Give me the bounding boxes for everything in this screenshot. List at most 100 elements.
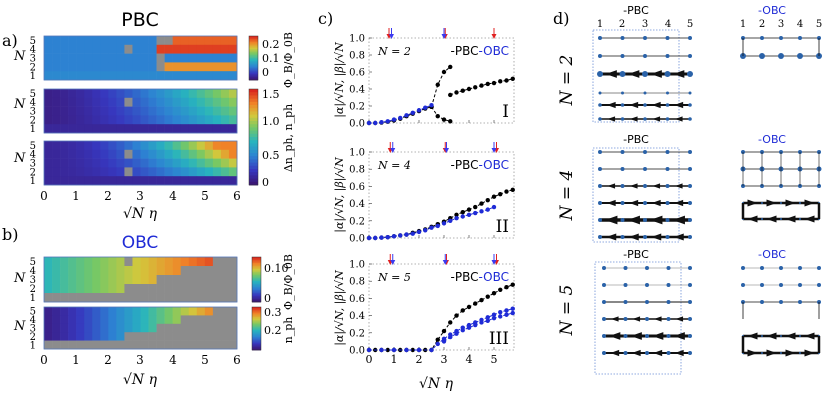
heatmap-b1-ytick: 1 (30, 293, 36, 304)
heatmap-a1-ytick: 1 (30, 71, 36, 82)
panel-a-colorbars (248, 35, 259, 186)
heat-cell (228, 62, 238, 72)
heat-cell (188, 106, 198, 116)
lattice-node (665, 54, 670, 58)
c-n-label: N = 5 (377, 271, 411, 284)
lattice-node (602, 351, 606, 355)
heat-cell (180, 44, 190, 54)
heat-cell (140, 340, 149, 350)
cb-b2-seg (252, 342, 261, 345)
heat-cell (196, 176, 206, 186)
heat-cell (52, 115, 61, 125)
lattice-arrow (804, 215, 815, 223)
heat-cell (180, 124, 190, 134)
lattice-node (760, 283, 764, 287)
cb-b1-seg (252, 294, 261, 297)
heat-cell (204, 36, 214, 46)
heat-cell (204, 176, 214, 186)
heat-cell (172, 149, 182, 159)
lattice-node (643, 54, 647, 58)
heat-cell (204, 293, 214, 303)
heat-cell (52, 106, 61, 116)
heat-cell (124, 115, 133, 125)
heat-cell (220, 71, 230, 81)
heat-cell (44, 167, 53, 177)
heat-cell (116, 293, 125, 303)
c-data-point (404, 232, 409, 237)
cb-a1-seg (249, 43, 258, 46)
heat-cell (52, 97, 61, 107)
heat-cell (92, 340, 101, 350)
lattice-node (643, 201, 647, 205)
heat-cell (44, 124, 53, 134)
heat-cell (188, 97, 198, 107)
c-n-label: N = 2 (377, 45, 411, 58)
heat-cell (124, 62, 133, 72)
c-data-point (491, 315, 497, 321)
cb-a1-seg (249, 37, 258, 40)
c-data-point (460, 214, 465, 219)
lattice-node (665, 184, 670, 188)
heat-cell (212, 106, 222, 116)
heat-cell (180, 257, 190, 267)
cb-b2-seg (252, 345, 261, 348)
cb-a1-seg (249, 41, 258, 44)
c-ytick-label: 1.0 (349, 148, 365, 159)
heat-cell (172, 275, 182, 285)
heat-cell (44, 141, 53, 151)
heat-cell (60, 275, 69, 285)
lattice-arrow (606, 101, 616, 109)
panel-a-heatmaps (43, 35, 238, 186)
heat-cell (204, 97, 214, 107)
d-n-label-5: N = 5 (557, 285, 577, 337)
heat-cell (108, 266, 117, 276)
heat-cell (116, 315, 125, 325)
heat-cell (172, 307, 182, 316)
heat-cell (140, 106, 149, 116)
c-data-point (460, 308, 465, 313)
c-data-point (441, 328, 447, 334)
heat-cell (108, 115, 117, 125)
heat-cell (188, 124, 198, 134)
heat-cell (100, 71, 109, 81)
heat-cell (212, 158, 222, 168)
lattice-node (598, 36, 602, 40)
heat-cell (204, 284, 214, 294)
heat-cell (84, 141, 93, 151)
heat-cell (108, 106, 117, 116)
heatmap-a2-ytick: 3 (30, 107, 36, 118)
heat-cell (148, 89, 157, 99)
heat-cell (68, 266, 77, 276)
heat-cell (76, 149, 85, 159)
d-col-obc-1: 1 (740, 19, 746, 30)
heat-cell (100, 44, 109, 54)
heat-cell (116, 257, 125, 267)
heat-cell (92, 36, 101, 46)
heat-cell (228, 176, 238, 186)
heat-cell (84, 158, 93, 168)
heat-cell (92, 71, 101, 81)
c-data-point (416, 108, 422, 113)
heat-cell (180, 167, 190, 177)
cb-b1-seg (252, 261, 261, 264)
cb-b2-seg (252, 325, 261, 328)
heat-cell (188, 332, 198, 341)
heat-cell (148, 53, 157, 63)
heat-cell (140, 115, 149, 125)
heat-cell (52, 275, 61, 285)
lattice-node (760, 266, 764, 270)
lattice-node (687, 71, 693, 77)
cb-b1-frame (251, 256, 262, 303)
lattice-node (602, 283, 606, 287)
heat-cell (76, 340, 85, 350)
c-data-point (504, 312, 509, 317)
c-data-point (485, 318, 490, 323)
lattice-node (779, 266, 783, 270)
lattice-node (688, 36, 692, 40)
heat-cell (204, 44, 214, 54)
heat-cell (140, 323, 149, 333)
heat-cell (108, 53, 117, 63)
heat-cell (60, 293, 69, 303)
lattice-node (620, 117, 625, 121)
heat-cell (124, 284, 133, 294)
